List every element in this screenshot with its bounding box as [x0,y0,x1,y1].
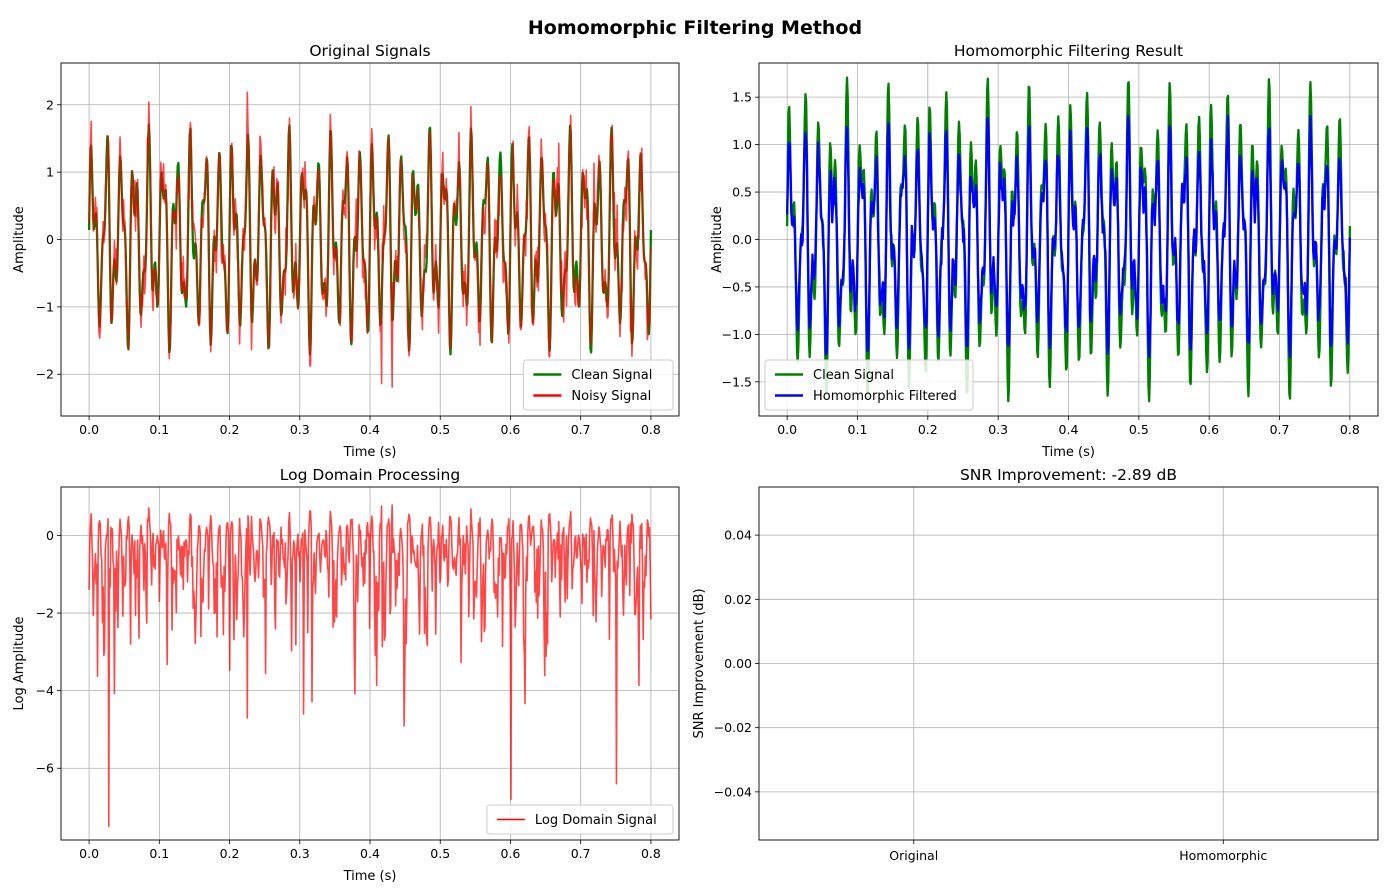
subplot-4: −0.04 −0.02 0.00 0.02 0.04 SNR Improvement: -… [692,466,1379,863]
x-tick-label: 0.5 [1129,422,1149,437]
x-tick-label: 0.0 [79,846,99,861]
legend: Clean Signal Homomorphic Filtered [764,359,974,411]
axes-frame [758,62,1379,417]
x-tick-label: 0.7 [1270,422,1290,437]
x-tick-label: 0.8 [1340,422,1360,437]
x-axis-label: Time (s) [343,445,397,460]
x-tick-label: 0.1 [149,846,169,861]
y-tick-label: 0.5 [732,185,752,200]
subplot-3: 0.0 0.1 0.2 0.3 0.4 0.5 0.6 0.7 0.8 −6 −4 −2 0 Log Do… [12,466,680,884]
x-tick-label: 0.4 [360,422,380,437]
y-tick-label: 0 [46,232,54,247]
y-axis-label: Log Amplitude [12,617,27,711]
x-tick-label: 0.3 [988,422,1008,437]
grid [759,534,1378,793]
x-tick-label: 0.4 [360,846,380,861]
x-tick-label: 0.1 [848,422,868,437]
axes-frame [60,486,680,841]
y-axis-label: Amplitude [12,206,27,273]
legend-box [522,359,674,411]
y-tick-label: −2 [36,606,54,621]
subplot-2: 0.0 0.1 0.2 0.3 0.4 0.5 0.6 0.7 0.8 −1.5 −1.0 −0.5 0… [710,42,1379,460]
legend-label: Homomorphic Filtered [813,389,957,404]
x-tick-label: 0.5 [430,846,450,861]
axes-frame [758,486,1379,841]
legend: Log Domain Signal [486,804,674,835]
y-tick-label: 0.02 [724,592,752,607]
y-tick-label: −0.04 [714,784,752,799]
plot-title: Original Signals [309,42,430,60]
y-tick-label: 0.0 [732,232,752,247]
y-tick-label: 0.04 [724,528,752,543]
y-tick-label: 1.5 [732,90,752,105]
x-tick-label: 0.1 [149,422,169,437]
series-line-homomorphic-filtered [785,114,1352,359]
y-tick-label: −4 [36,683,54,698]
series-lines [87,91,653,388]
legend-box [486,804,674,835]
y-tick-label: 0 [46,528,54,543]
x-tick-label: 0.3 [290,422,310,437]
y-tick-label: 0.00 [724,656,752,671]
x-tick-label: 0.7 [571,846,591,861]
y-axis-label: Amplitude [710,206,725,273]
y-tick-label: −1 [36,299,54,314]
x-tick-label: 0.3 [290,846,310,861]
series-lines [785,76,1352,403]
x-tick-label: 0.5 [430,422,450,437]
series-line-noisy-signal [88,91,652,388]
axes-frame [60,62,680,417]
x-tick-label: 0.0 [777,422,797,437]
x-tick-label: 0.0 [79,422,99,437]
x-tick-label: 0.2 [220,422,240,437]
x-tick-label: 0.2 [918,422,938,437]
y-tick-label: 1 [46,165,54,180]
plot-title: Homomorphic Filtering Result [954,42,1183,60]
legend-label: Clean Signal [571,368,652,383]
subplot-1: 0.0 0.1 0.2 0.3 0.4 0.5 0.6 0.7 0.8 −2 −1 0 1 2 Origin… [12,42,680,460]
y-tick-label: −1.0 [722,327,752,342]
y-axis-label: SNR Improvement (dB) [692,588,707,738]
figure-title: Homomorphic Filtering Method [528,17,862,39]
x-tick-label: 0.8 [641,846,661,861]
x-axis-label: Time (s) [1041,445,1095,460]
x-tick-label: 0.7 [571,422,591,437]
x-tick-label: Original [889,848,938,863]
x-tick-label: 0.6 [501,846,521,861]
x-tick-label: 0.6 [1199,422,1219,437]
legend: Clean Signal Noisy Signal [522,359,674,411]
plot-title: Log Domain Processing [280,466,460,484]
legend-label: Log Domain Signal [535,813,657,828]
y-tick-label: −0.02 [714,720,752,735]
x-tick-label: 0.6 [501,422,521,437]
legend-label: Noisy Signal [571,389,651,404]
y-tick-label: −2 [36,367,54,382]
plot-title: SNR Improvement: -2.89 dB [960,466,1177,484]
series-line-log-domain-signal [88,504,652,828]
x-tick-label: 0.8 [641,422,661,437]
x-tick-label: Homomorphic [1179,848,1267,863]
y-tick-label: 1.0 [732,137,752,152]
series-lines [88,504,652,828]
y-tick-label: −6 [36,761,54,776]
legend-box [764,359,974,411]
x-tick-label: 0.2 [220,846,240,861]
legend-label: Clean Signal [813,368,894,383]
y-tick-label: −0.5 [722,279,752,294]
y-tick-label: −1.5 [722,374,752,389]
y-tick-label: 2 [46,97,54,112]
x-axis-label: Time (s) [343,869,397,884]
x-tick-label: 0.4 [1059,422,1079,437]
